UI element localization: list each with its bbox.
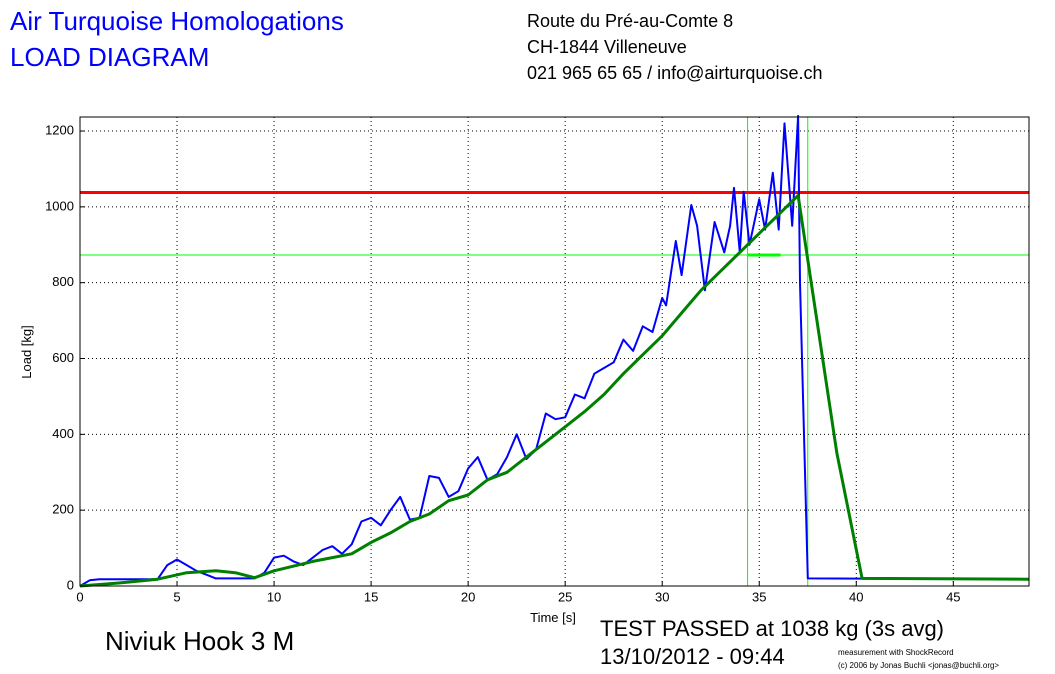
x-tick-label: 15 [364,589,378,604]
x-tick-label: 20 [461,589,475,604]
x-tick-label: 25 [558,589,572,604]
address-line: Route du Pré-au-Comte 8 [527,11,733,31]
plot-area: 0 5 10 15 20 25 30 35 40 45 0 200 400 600 800 1000 1200 [45,114,1030,604]
y-tick-label: 1000 [45,198,74,213]
test-date: 13/10/2012 - 09:44 [600,644,785,669]
plot-frame [79,116,1030,587]
y-tick-label: 400 [52,426,74,441]
test-result: TEST PASSED at 1038 kg (3s avg) [600,616,944,641]
x-tick-label: 35 [752,589,766,604]
x-tick-label: 0 [76,589,83,604]
x-axis-label: Time [s] [530,610,576,625]
plot-background [80,117,1029,586]
x-tick-label: 10 [267,589,281,604]
y-axis-label: Load [kg] [19,325,34,379]
data-line [79,194,1030,588]
x-tick-label: 40 [849,589,863,604]
credit: measurement with ShockRecord [838,648,954,657]
y-tick-label: 1200 [45,122,74,137]
subtitle: LOAD DIAGRAM [10,42,209,72]
address-line: CH-1844 Villeneuve [527,37,687,57]
x-tick-label: 5 [173,589,180,604]
title: Air Turquoise Homologations [10,6,344,36]
address-line: 021 965 65 65 / info@airturquoise.ch [527,63,822,83]
data-line [79,114,1030,587]
y-tick-label: 200 [52,502,74,517]
x-tick-label: 30 [655,589,669,604]
credit: (c) 2006 by Jonas Buchli <jonas@buchli.o… [838,661,999,670]
y-tick-label: 0 [67,577,74,592]
y-tick-label: 800 [52,274,74,289]
y-tick-label: 600 [52,350,74,365]
x-tick-label: 45 [946,589,960,604]
product-name: Niviuk Hook 3 M [105,626,294,656]
